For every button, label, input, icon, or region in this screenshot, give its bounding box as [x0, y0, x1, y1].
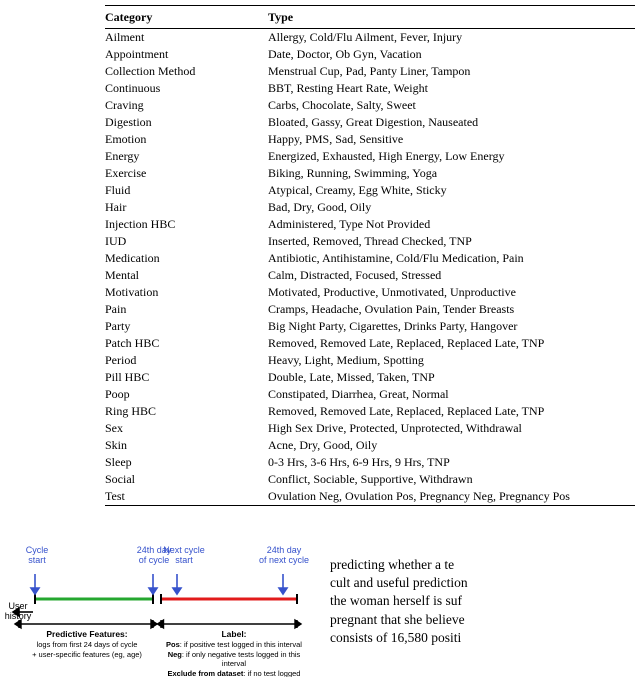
table-row: Patch HBCRemoved, Removed Late, Replaced… [105, 335, 635, 352]
table-row: Pill HBCDouble, Late, Missed, Taken, TNP [105, 369, 635, 386]
table-row: Sleep0-3 Hrs, 3-6 Hrs, 6-9 Hrs, 9 Hrs, T… [105, 454, 635, 471]
table-row: PartyBig Night Party, Cigarettes, Drinks… [105, 318, 635, 335]
cycle-timeline-diagram: Cyclestart 24th dayof cycle Next cyclest… [5, 544, 310, 672]
table-row: SkinAcne, Dry, Good, Oily [105, 437, 635, 454]
table-row: MotivationMotivated, Productive, Unmotiv… [105, 284, 635, 301]
cell-type: 0-3 Hrs, 3-6 Hrs, 6-9 Hrs, 9 Hrs, TNP [268, 454, 635, 471]
table-row: IUDInserted, Removed, Thread Checked, TN… [105, 233, 635, 250]
cell-category: Craving [105, 97, 268, 114]
cell-type: Motivated, Productive, Unmotivated, Unpr… [268, 284, 635, 301]
table-row: Injection HBCAdministered, Type Not Prov… [105, 216, 635, 233]
cell-category: Hair [105, 199, 268, 216]
cell-type: Removed, Removed Late, Replaced, Replace… [268, 403, 635, 420]
table-row: AilmentAllergy, Cold/Flu Ailment, Fever,… [105, 29, 635, 46]
cell-type: Date, Doctor, Ob Gyn, Vacation [268, 46, 635, 63]
cell-type: Heavy, Light, Medium, Spotting [268, 352, 635, 369]
cell-type: Energized, Exhausted, High Energy, Low E… [268, 148, 635, 165]
cell-type: Carbs, Chocolate, Salty, Sweet [268, 97, 635, 114]
cell-category: Skin [105, 437, 268, 454]
body-paragraph: predicting whether a te cult and useful … [330, 556, 640, 647]
cell-type: Biking, Running, Swimming, Yoga [268, 165, 635, 182]
cell-category: Medication [105, 250, 268, 267]
cell-category: Emotion [105, 131, 268, 148]
table-row: CravingCarbs, Chocolate, Salty, Sweet [105, 97, 635, 114]
table-header-type: Type [268, 6, 635, 29]
table-row: EnergyEnergized, Exhausted, High Energy,… [105, 148, 635, 165]
label-next-cycle: Next cyclestart [160, 546, 208, 566]
label-next-24th: 24th dayof next cycle [253, 546, 315, 566]
cell-category: Ailment [105, 29, 268, 46]
cell-type: Double, Late, Missed, Taken, TNP [268, 369, 635, 386]
cell-category: Continuous [105, 80, 268, 97]
cell-category: Energy [105, 148, 268, 165]
cell-category: Motivation [105, 284, 268, 301]
table-row: MedicationAntibiotic, Antihistamine, Col… [105, 250, 635, 267]
cell-type: Allergy, Cold/Flu Ailment, Fever, Injury [268, 29, 635, 46]
cell-category: Patch HBC [105, 335, 268, 352]
cell-category: Period [105, 352, 268, 369]
cell-category: Fluid [105, 182, 268, 199]
cell-category: Sex [105, 420, 268, 437]
cell-category: Social [105, 471, 268, 488]
cell-category: Pain [105, 301, 268, 318]
cell-type: Bloated, Gassy, Great Digestion, Nauseat… [268, 114, 635, 131]
cell-type: Administered, Type Not Provided [268, 216, 635, 233]
table-row: Ring HBCRemoved, Removed Late, Replaced,… [105, 403, 635, 420]
cell-type: Cramps, Headache, Ovulation Pain, Tender… [268, 301, 635, 318]
cell-category: Test [105, 488, 268, 506]
cell-type: Big Night Party, Cigarettes, Drinks Part… [268, 318, 635, 335]
table-row: PainCramps, Headache, Ovulation Pain, Te… [105, 301, 635, 318]
table-row: ExerciseBiking, Running, Swimming, Yoga [105, 165, 635, 182]
cell-category: Digestion [105, 114, 268, 131]
table-row: TestOvulation Neg, Ovulation Pos, Pregna… [105, 488, 635, 506]
category-type-table: Category Type AilmentAllergy, Cold/Flu A… [105, 5, 635, 506]
cell-category: IUD [105, 233, 268, 250]
cell-category: Party [105, 318, 268, 335]
label-block: Label: Pos: if positive test logged in t… [157, 630, 311, 677]
table-header-category: Category [105, 6, 268, 29]
table-row: MentalCalm, Distracted, Focused, Stresse… [105, 267, 635, 284]
cell-type: Atypical, Creamy, Egg White, Sticky [268, 182, 635, 199]
cell-type: Menstrual Cup, Pad, Panty Liner, Tampon [268, 63, 635, 80]
cell-category: Sleep [105, 454, 268, 471]
table-row: SexHigh Sex Drive, Protected, Unprotecte… [105, 420, 635, 437]
cell-category: Exercise [105, 165, 268, 182]
cell-category: Injection HBC [105, 216, 268, 233]
table-row: DigestionBloated, Gassy, Great Digestion… [105, 114, 635, 131]
cell-category: Collection Method [105, 63, 268, 80]
cell-type: BBT, Resting Heart Rate, Weight [268, 80, 635, 97]
cell-category: Pill HBC [105, 369, 268, 386]
cell-category: Ring HBC [105, 403, 268, 420]
cell-type: Inserted, Removed, Thread Checked, TNP [268, 233, 635, 250]
cell-type: Antibiotic, Antihistamine, Cold/Flu Medi… [268, 250, 635, 267]
label-user-history: Userhistory [1, 602, 35, 622]
cell-type: Calm, Distracted, Focused, Stressed [268, 267, 635, 284]
table-row: SocialConflict, Sociable, Supportive, Wi… [105, 471, 635, 488]
cell-category: Mental [105, 267, 268, 284]
table-row: HairBad, Dry, Good, Oily [105, 199, 635, 216]
cell-type: Constipated, Diarrhea, Great, Normal [268, 386, 635, 403]
table-row: AppointmentDate, Doctor, Ob Gyn, Vacatio… [105, 46, 635, 63]
table-row: FluidAtypical, Creamy, Egg White, Sticky [105, 182, 635, 199]
label-cycle-start: Cyclestart [17, 546, 57, 566]
cell-type: Ovulation Neg, Ovulation Pos, Pregnancy … [268, 488, 635, 506]
table-row: ContinuousBBT, Resting Heart Rate, Weigh… [105, 80, 635, 97]
predictive-features-block: Predictive Features: logs from first 24 … [17, 630, 157, 659]
table-row: PeriodHeavy, Light, Medium, Spotting [105, 352, 635, 369]
table-row: EmotionHappy, PMS, Sad, Sensitive [105, 131, 635, 148]
cell-category: Poop [105, 386, 268, 403]
cell-type: High Sex Drive, Protected, Unprotected, … [268, 420, 635, 437]
cell-type: Conflict, Sociable, Supportive, Withdraw… [268, 471, 635, 488]
cell-category: Appointment [105, 46, 268, 63]
cell-type: Acne, Dry, Good, Oily [268, 437, 635, 454]
cell-type: Happy, PMS, Sad, Sensitive [268, 131, 635, 148]
cell-type: Bad, Dry, Good, Oily [268, 199, 635, 216]
table-row: Collection MethodMenstrual Cup, Pad, Pan… [105, 63, 635, 80]
table-row: PoopConstipated, Diarrhea, Great, Normal [105, 386, 635, 403]
cell-type: Removed, Removed Late, Replaced, Replace… [268, 335, 635, 352]
